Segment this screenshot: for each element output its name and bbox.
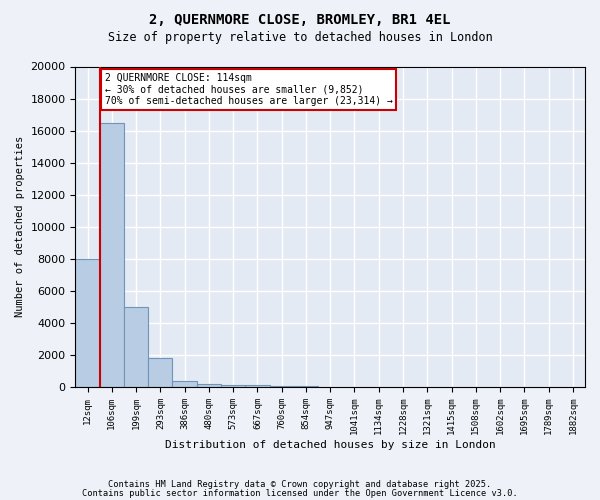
Text: 2 QUERNMORE CLOSE: 114sqm
← 30% of detached houses are smaller (9,852)
70% of se: 2 QUERNMORE CLOSE: 114sqm ← 30% of detac… (104, 73, 392, 106)
Bar (148, 358, 172, 387)
Bar (269, 386, 294, 387)
Bar (76, 259, 100, 387)
Bar (197, 384, 221, 387)
X-axis label: Distribution of detached houses by size in London: Distribution of detached houses by size … (165, 440, 496, 450)
Bar (221, 384, 245, 387)
Bar (124, 307, 148, 387)
Y-axis label: Number of detached properties: Number of detached properties (15, 136, 25, 318)
Bar (294, 386, 318, 387)
Bar (172, 380, 197, 387)
Text: Contains public sector information licensed under the Open Government Licence v3: Contains public sector information licen… (82, 488, 518, 498)
Text: Size of property relative to detached houses in London: Size of property relative to detached ho… (107, 31, 493, 44)
Bar (100, 122, 124, 387)
Text: 2, QUERNMORE CLOSE, BROMLEY, BR1 4EL: 2, QUERNMORE CLOSE, BROMLEY, BR1 4EL (149, 12, 451, 26)
Bar (245, 386, 269, 387)
Text: Contains HM Land Registry data © Crown copyright and database right 2025.: Contains HM Land Registry data © Crown c… (109, 480, 491, 489)
